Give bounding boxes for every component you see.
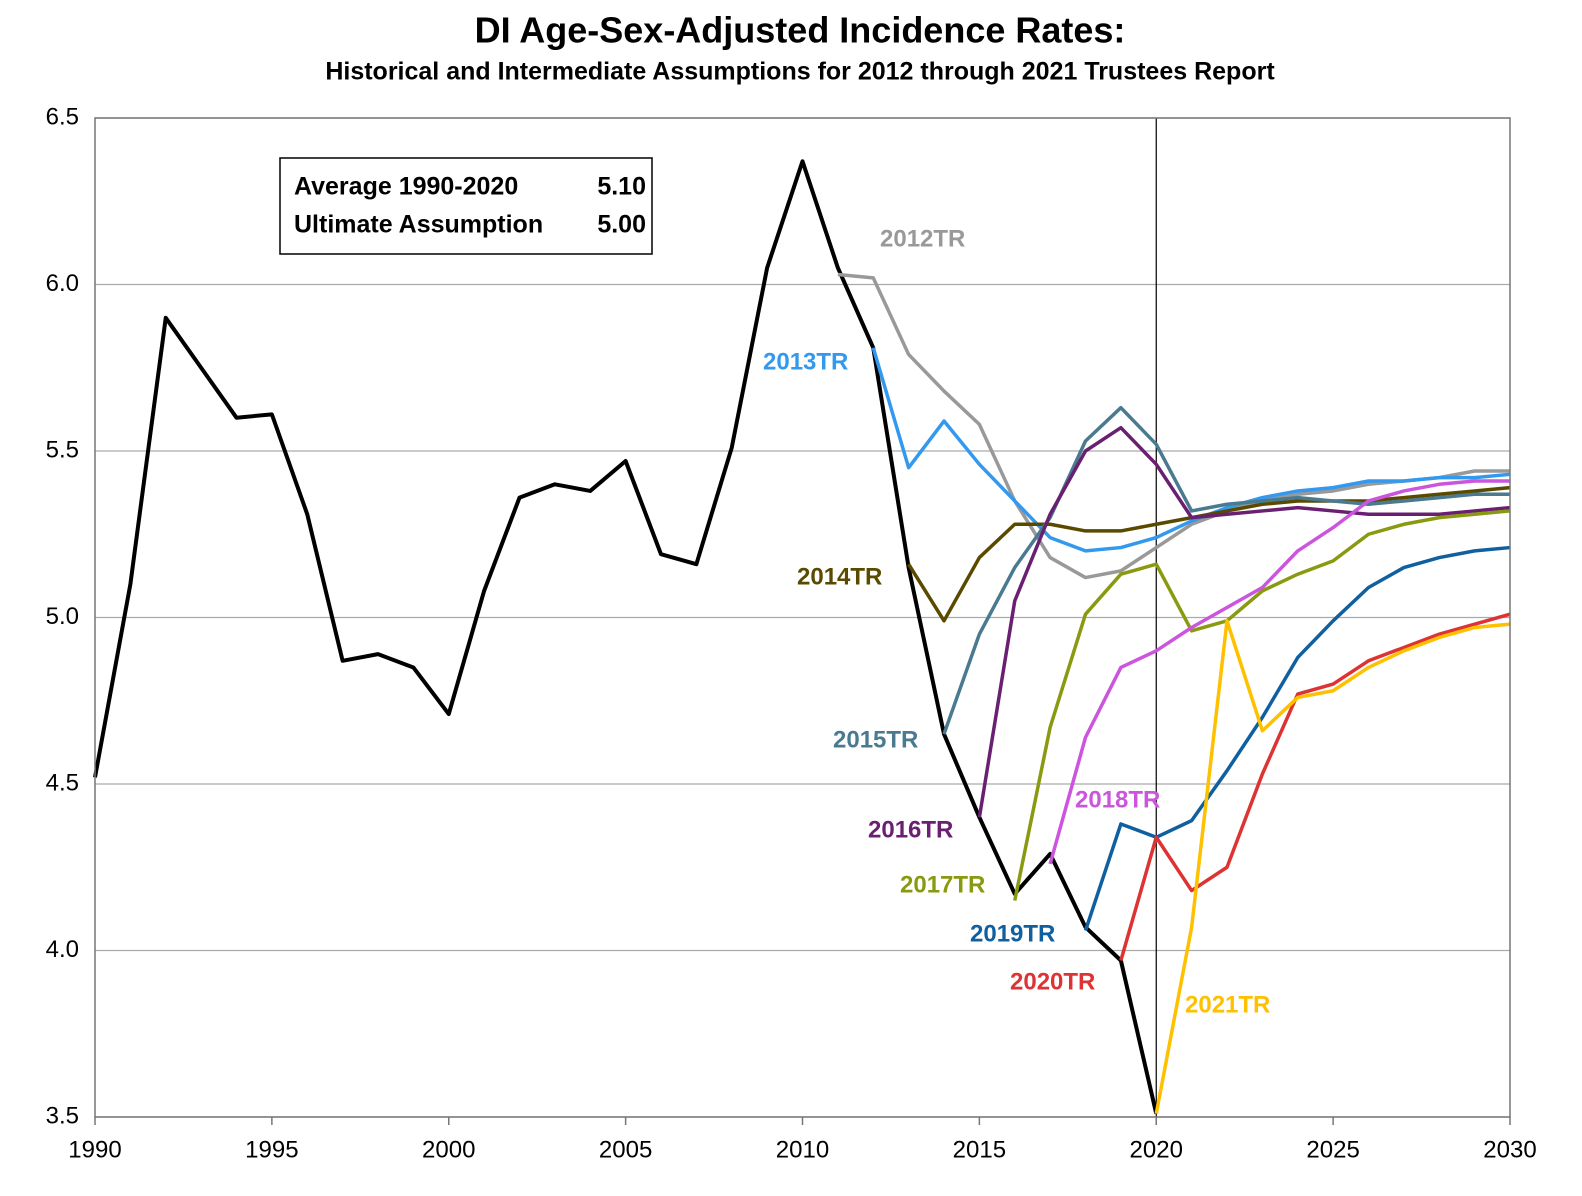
series-label: 2012TR bbox=[880, 225, 965, 252]
x-tick-label: 2020 bbox=[1130, 1136, 1183, 1163]
x-tick-label: 1995 bbox=[245, 1136, 298, 1163]
y-tick-label: 5.0 bbox=[46, 603, 79, 630]
series-line bbox=[1119, 612, 1511, 961]
series-line bbox=[1048, 479, 1510, 865]
stats-box bbox=[279, 157, 653, 255]
y-tick-label: 4.0 bbox=[46, 936, 79, 963]
series-line bbox=[1013, 509, 1511, 901]
series-label: 2019TR bbox=[970, 920, 1055, 947]
y-tick-label: 5.5 bbox=[46, 436, 79, 463]
plot-frame bbox=[94, 117, 1511, 1118]
series-line bbox=[871, 347, 1511, 553]
series-line bbox=[942, 405, 1510, 735]
x-tick-label: 2005 bbox=[599, 1136, 652, 1163]
series-label: 2018TR bbox=[1075, 786, 1160, 813]
series-label: 2014TR bbox=[797, 563, 882, 590]
x-tick-label: 2030 bbox=[1483, 1136, 1536, 1163]
annotation-text: Ultimate Assumption bbox=[294, 211, 543, 239]
y-tick-label: 3.5 bbox=[46, 1102, 79, 1129]
series-label: 2015TR bbox=[833, 726, 918, 753]
lines bbox=[93, 159, 1511, 1115]
x-tick-label: 2015 bbox=[953, 1136, 1006, 1163]
series-label: 2016TR bbox=[868, 816, 953, 843]
annotation-value: 5.10 bbox=[597, 173, 646, 201]
x-tick-label: 2010 bbox=[776, 1136, 829, 1163]
annotation-text: Average 1990-2020 bbox=[294, 173, 518, 201]
y-tick-label: 6.5 bbox=[46, 103, 79, 130]
series-line bbox=[1154, 619, 1511, 1114]
x-tick-label: 2000 bbox=[422, 1136, 475, 1163]
series-label: 2013TR bbox=[763, 348, 848, 375]
x-tick-label: 1990 bbox=[68, 1136, 121, 1163]
series-label: 2021TR bbox=[1185, 991, 1270, 1018]
annotation-value: 5.00 bbox=[597, 211, 646, 239]
x-tick-label: 2025 bbox=[1306, 1136, 1359, 1163]
chart-title: DI Age-Sex-Adjusted Incidence Rates: bbox=[475, 10, 1126, 51]
y-tick-label: 6.0 bbox=[46, 270, 79, 297]
series-label: 2020TR bbox=[1010, 968, 1095, 995]
series-label: 2017TR bbox=[900, 871, 985, 898]
series-line bbox=[977, 425, 1511, 818]
y-tick-label: 4.5 bbox=[46, 769, 79, 796]
chart-subtitle: Historical and Intermediate Assumptions … bbox=[325, 58, 1275, 86]
